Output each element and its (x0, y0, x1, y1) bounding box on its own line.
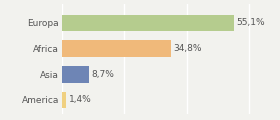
Text: 34,8%: 34,8% (173, 44, 202, 53)
Bar (62, 92, 66, 108)
Text: 8,7%: 8,7% (91, 70, 114, 79)
Text: 55,1%: 55,1% (237, 18, 265, 27)
Text: 1,4%: 1,4% (69, 95, 91, 104)
Bar (62, 40, 171, 57)
Bar (62, 15, 234, 31)
Bar (62, 66, 89, 83)
